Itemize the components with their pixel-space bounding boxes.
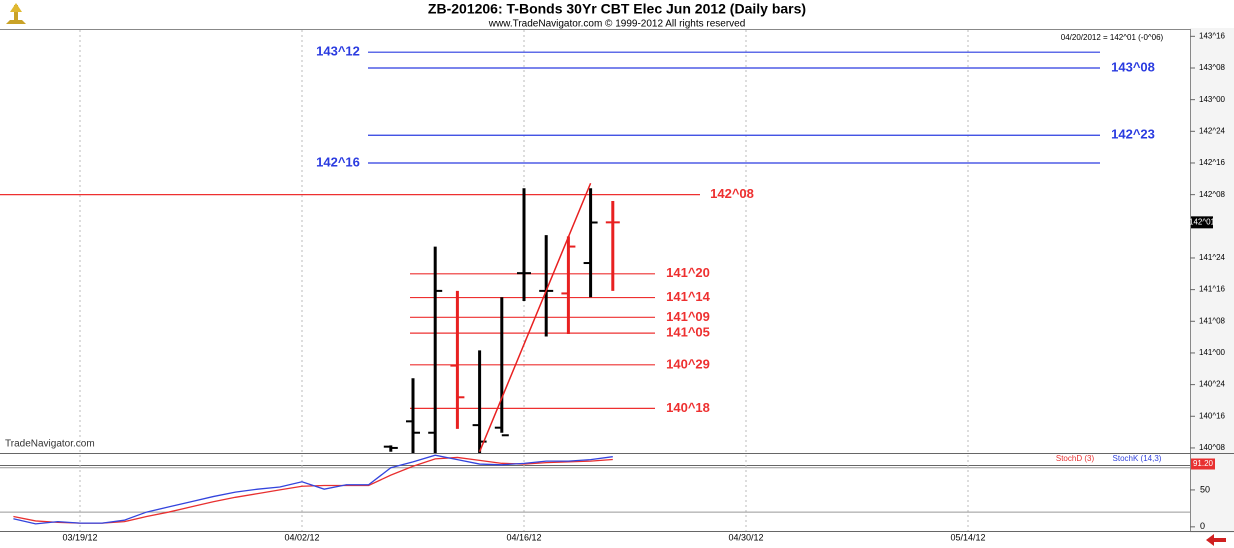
y-tick-label: 141^08 — [1199, 316, 1226, 325]
level-label: 140^18 — [666, 400, 710, 415]
level-label: 141^14 — [666, 289, 711, 304]
level-label: 142^16 — [316, 154, 360, 169]
level-label: 141^20 — [666, 265, 710, 280]
x-tick-label: 03/19/12 — [62, 532, 97, 542]
header-note: 04/20/2012 = 142^01 (-0^06) — [1061, 33, 1164, 42]
level-label: 141^05 — [666, 325, 710, 340]
y-tick-label: 140^08 — [1199, 443, 1226, 452]
y-tick-label: 140^16 — [1199, 411, 1226, 420]
level-label: 141^09 — [666, 309, 710, 324]
y-tick-label: 143^16 — [1199, 31, 1226, 40]
y-tick-label: 141^16 — [1199, 285, 1226, 294]
level-label: 142^08 — [710, 186, 754, 201]
logo — [6, 3, 26, 24]
axis-column — [1190, 28, 1234, 533]
last-value-tag — [1191, 458, 1215, 470]
level-label: 143^08 — [1111, 59, 1155, 74]
x-tick-label: 04/16/12 — [506, 532, 541, 542]
x-tick-label: 04/02/12 — [284, 532, 319, 542]
x-tick-label: 05/14/12 — [950, 532, 985, 542]
y-tick-label: 141^00 — [1199, 348, 1226, 357]
y-tick-label: 0 — [1200, 521, 1205, 531]
y-tick-label: 142^24 — [1199, 126, 1226, 135]
legend-entry: StochD (3) — [1056, 454, 1095, 463]
watermark: TradeNavigator.com — [5, 439, 95, 450]
scroll-arrow[interactable] — [1206, 534, 1226, 546]
y-tick-label: 142^16 — [1199, 158, 1226, 167]
y-tick-label: 143^08 — [1199, 63, 1226, 72]
last-price-tag — [1191, 216, 1213, 229]
legend-entry: StochK (14,3) — [1113, 454, 1162, 463]
y-tick-label: 143^00 — [1199, 95, 1226, 104]
level-label: 140^29 — [666, 356, 710, 371]
stoch-line — [13, 454, 613, 525]
y-tick-label: 140^24 — [1199, 380, 1226, 389]
trendline — [478, 182, 592, 453]
y-tick-label: 50 — [1200, 484, 1210, 494]
y-tick-label: 141^24 — [1199, 253, 1226, 262]
y-tick-label: 142^08 — [1199, 190, 1226, 199]
price-plot — [0, 51, 1100, 453]
x-tick-label: 04/30/12 — [728, 532, 763, 542]
chart-title: ZB-201206: T-Bonds 30Yr CBT Elec Jun 201… — [428, 1, 806, 17]
chart-subtitle: www.TradeNavigator.com © 1999-2012 All r… — [488, 19, 746, 30]
level-label: 142^23 — [1111, 127, 1155, 142]
level-label: 143^12 — [316, 44, 360, 59]
last-value-label: 91.20 — [1193, 459, 1214, 468]
last-price-label: 142^01 — [1189, 217, 1216, 226]
